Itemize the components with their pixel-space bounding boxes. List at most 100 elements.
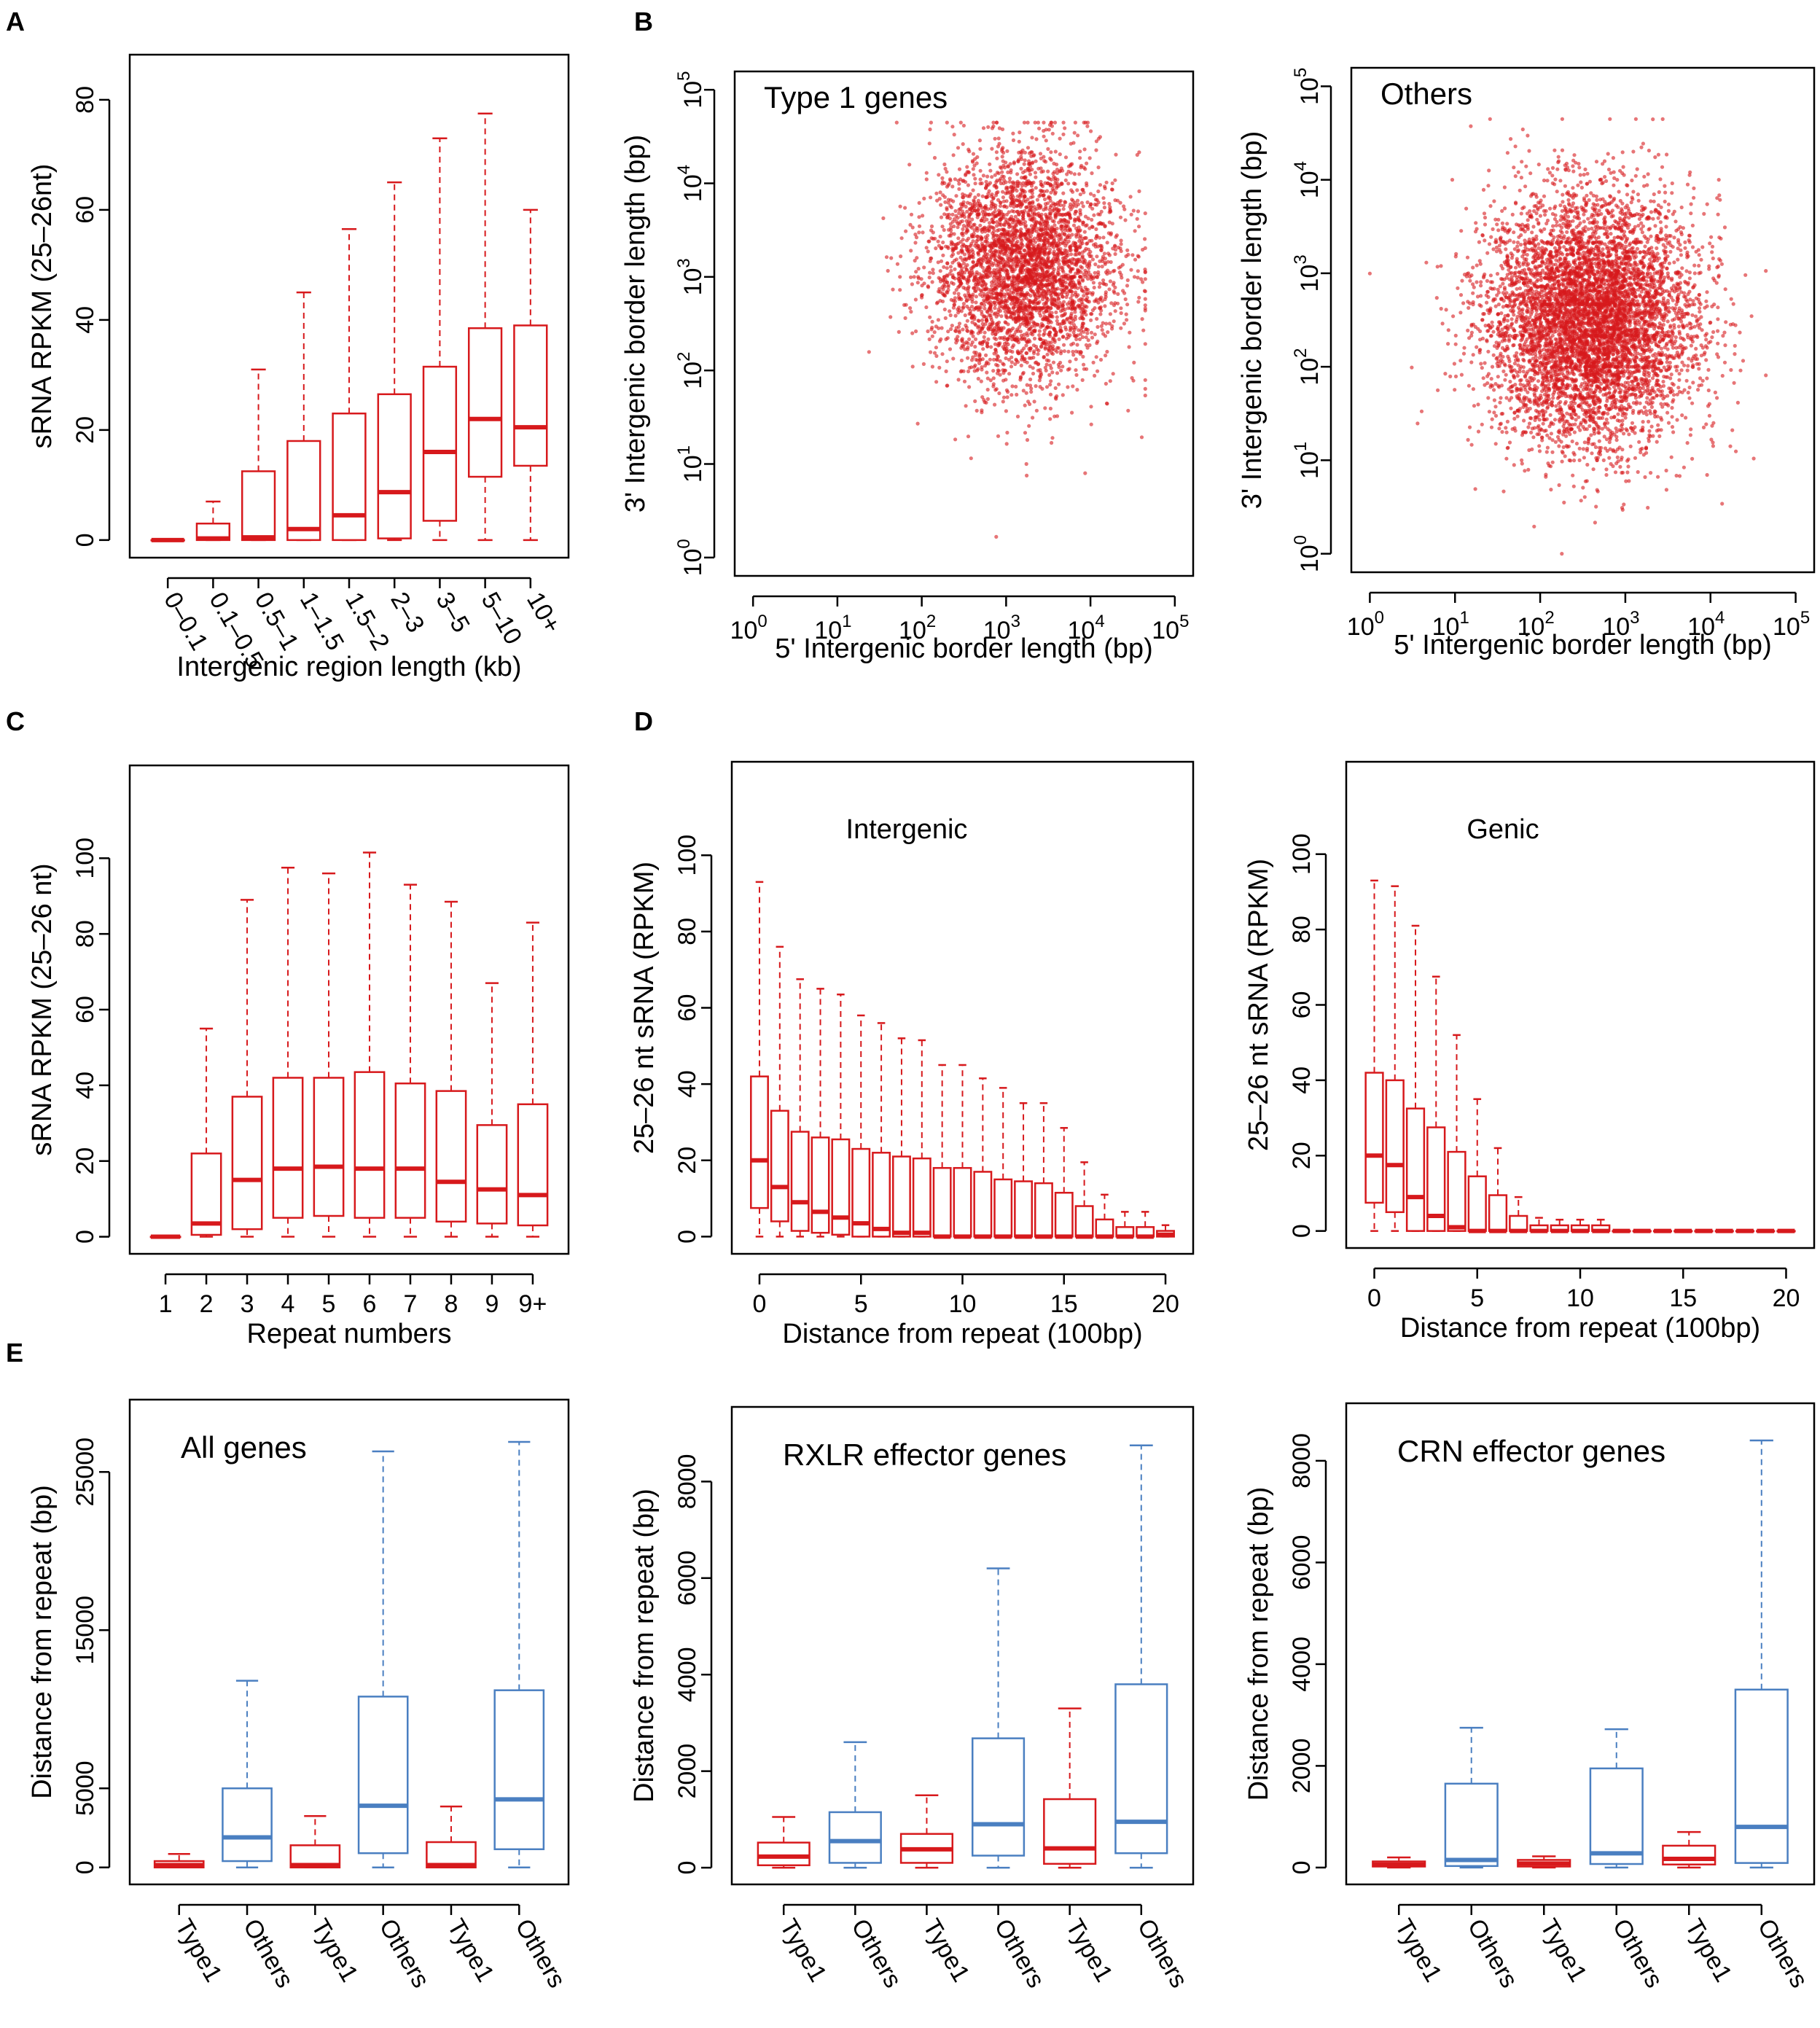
scatter-point	[961, 302, 966, 306]
scatter-point	[1118, 215, 1123, 219]
scatter-point	[1075, 188, 1079, 192]
scatter-point	[1078, 156, 1082, 160]
y-tick-base: 10	[1296, 451, 1324, 479]
scatter-point	[1065, 172, 1069, 176]
scatter-point	[1095, 316, 1099, 321]
scatter-point	[950, 246, 955, 251]
scatter-point	[1037, 378, 1042, 383]
scatter-point	[949, 228, 953, 233]
scatter-point	[1058, 360, 1063, 365]
scatter-point	[1104, 270, 1109, 274]
scatter-point	[1037, 220, 1042, 225]
scatter-point	[985, 295, 990, 299]
scatter-point	[1071, 223, 1077, 227]
x-tick-exponent: 1	[1459, 608, 1469, 628]
scatter-point	[1086, 217, 1090, 221]
scatter-point	[1577, 458, 1582, 463]
scatter-point	[1558, 203, 1563, 208]
scatter-point	[953, 296, 957, 300]
scatter-point	[1002, 251, 1007, 256]
scatter-point	[1036, 278, 1040, 282]
scatter-point	[1053, 233, 1058, 237]
scatter-point	[1064, 336, 1069, 340]
scatter-point	[1018, 234, 1023, 239]
scatter-point	[1018, 329, 1023, 334]
scatter-point	[1044, 308, 1049, 313]
scatter-point	[958, 264, 963, 268]
scatter-point	[1092, 213, 1096, 217]
scatter-point	[1001, 150, 1006, 155]
scatter-point	[990, 126, 994, 130]
scatter-point	[1527, 149, 1531, 153]
scatter-point	[976, 376, 980, 381]
scatter-point	[966, 434, 971, 439]
scatter-point	[1032, 399, 1036, 404]
panel-letter-d: D	[634, 706, 653, 736]
scatter-point	[993, 203, 998, 208]
scatter-point	[1053, 176, 1058, 181]
scatter-point	[968, 294, 972, 299]
scatter-point	[1485, 381, 1490, 386]
scatter-point	[1015, 292, 1020, 297]
scatter-point	[948, 222, 953, 226]
scatter-point	[971, 160, 975, 164]
scatter-point	[1066, 264, 1071, 268]
scatter-point	[952, 291, 957, 295]
scatter-point	[938, 234, 942, 239]
scatter-point	[945, 266, 949, 270]
scatter-point	[1021, 211, 1026, 215]
scatter-point	[1037, 333, 1042, 338]
scatter-point	[1683, 246, 1687, 250]
scatter-point	[953, 267, 957, 271]
scatter-point	[1079, 200, 1084, 205]
scatter-point	[953, 258, 957, 263]
scatter-point	[962, 261, 966, 265]
scatter-point	[1050, 301, 1054, 305]
y-tick-label-A: 40	[71, 306, 99, 334]
scatter-point	[991, 382, 996, 386]
scatter-point	[1044, 139, 1048, 143]
scatter-point	[1054, 287, 1058, 292]
scatter-point	[1071, 257, 1075, 261]
scatter-point	[935, 300, 940, 305]
scatter-point	[1093, 202, 1097, 207]
scatter-point	[1012, 343, 1016, 348]
scatter-point	[1052, 192, 1058, 196]
scatter-point	[1047, 348, 1051, 352]
scatter-point	[1030, 289, 1034, 294]
scatter-point	[916, 275, 921, 279]
scatter-point	[1027, 208, 1031, 212]
scatter-point	[1059, 349, 1063, 354]
scatter-point	[1101, 222, 1106, 226]
scatter-point	[1035, 198, 1039, 202]
y-tick-exponent: 5	[674, 71, 694, 81]
scatter-point	[1012, 161, 1016, 165]
scatter-point	[1016, 275, 1020, 279]
scatter-point	[987, 301, 991, 305]
scatter-point	[1001, 222, 1006, 227]
scatter-point	[928, 270, 932, 275]
box-iqr	[332, 412, 367, 542]
scatter-point	[986, 265, 991, 270]
scatter-point	[973, 176, 977, 181]
scatter-point	[933, 236, 937, 241]
scatter-point	[1026, 204, 1031, 209]
scatter-point	[1063, 238, 1067, 243]
scatter-point	[1047, 373, 1052, 377]
scatter-point	[1069, 248, 1073, 252]
scatter-point	[1099, 243, 1104, 248]
scatter-point	[971, 239, 975, 243]
scatter-point	[972, 173, 976, 177]
scatter-point	[1026, 238, 1030, 243]
scatter-point	[981, 126, 986, 130]
scatter-point	[1104, 290, 1108, 295]
scatter-point	[985, 256, 990, 261]
scatter-point	[910, 331, 915, 335]
box-iqr	[286, 440, 321, 542]
scatter-point	[1039, 212, 1044, 217]
scatter-point	[1083, 268, 1087, 273]
scatter-point	[1050, 219, 1055, 223]
scatter-point	[1005, 231, 1010, 235]
scatter-point	[1027, 246, 1031, 251]
box-iqr	[241, 470, 276, 542]
